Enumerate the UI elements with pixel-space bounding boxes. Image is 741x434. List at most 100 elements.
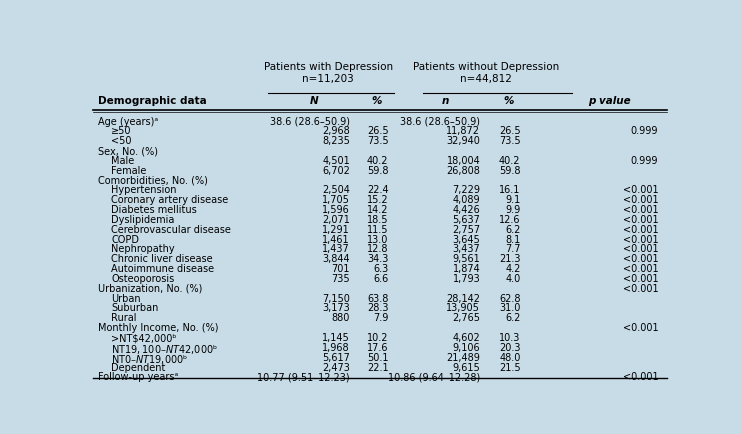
Text: 4.0: 4.0 — [505, 273, 520, 283]
Text: 16.1: 16.1 — [499, 185, 520, 195]
Text: 26.5: 26.5 — [499, 126, 520, 136]
Text: 1,874: 1,874 — [453, 263, 480, 273]
Text: 1,705: 1,705 — [322, 195, 350, 205]
Text: 4,089: 4,089 — [453, 195, 480, 205]
Text: 18.5: 18.5 — [367, 214, 388, 224]
Text: <0.001: <0.001 — [622, 214, 658, 224]
Text: Male: Male — [111, 155, 134, 165]
Text: 32,940: 32,940 — [446, 136, 480, 146]
Text: 1,437: 1,437 — [322, 244, 350, 254]
Text: p value: p value — [588, 96, 631, 106]
Text: 4,501: 4,501 — [322, 155, 350, 165]
Text: Monthly Income, No. (%): Monthly Income, No. (%) — [99, 322, 219, 332]
Text: Osteoporosis: Osteoporosis — [111, 273, 174, 283]
Text: Diabetes mellitus: Diabetes mellitus — [111, 204, 197, 214]
Text: 4.2: 4.2 — [505, 263, 520, 273]
Text: >NT$42,000ᵇ: >NT$42,000ᵇ — [111, 332, 176, 342]
Text: 22.1: 22.1 — [367, 362, 388, 372]
Text: Chronic liver disease: Chronic liver disease — [111, 254, 213, 264]
Text: %: % — [504, 96, 514, 106]
Text: 12.6: 12.6 — [499, 214, 520, 224]
Text: <0.001: <0.001 — [622, 204, 658, 214]
Text: ≥50: ≥50 — [111, 126, 131, 136]
Text: <50: <50 — [111, 136, 131, 146]
Text: 880: 880 — [331, 312, 350, 322]
Text: 21.5: 21.5 — [499, 362, 520, 372]
Text: Urban: Urban — [111, 293, 141, 303]
Text: 3,437: 3,437 — [453, 244, 480, 254]
Text: 1,793: 1,793 — [453, 273, 480, 283]
Text: 5,617: 5,617 — [322, 352, 350, 362]
Text: 34.3: 34.3 — [367, 254, 388, 264]
Text: 5,637: 5,637 — [453, 214, 480, 224]
Text: 7,150: 7,150 — [322, 293, 350, 303]
Text: 2,504: 2,504 — [322, 185, 350, 195]
Text: 9,106: 9,106 — [453, 342, 480, 352]
Text: Hypertension: Hypertension — [111, 185, 176, 195]
Text: Age (years)ᵃ: Age (years)ᵃ — [99, 116, 159, 126]
Text: 73.5: 73.5 — [367, 136, 388, 146]
Text: Female: Female — [111, 165, 147, 175]
Text: 38.6 (28.6–50.9): 38.6 (28.6–50.9) — [400, 116, 480, 126]
Text: 21,489: 21,489 — [446, 352, 480, 362]
Text: <0.001: <0.001 — [622, 254, 658, 264]
Text: Urbanization, No. (%): Urbanization, No. (%) — [99, 283, 203, 293]
Text: 735: 735 — [331, 273, 350, 283]
Text: 22.4: 22.4 — [367, 185, 388, 195]
Text: 40.2: 40.2 — [367, 155, 388, 165]
Text: 11.5: 11.5 — [367, 224, 388, 234]
Text: Patients without Depression
n=44,812: Patients without Depression n=44,812 — [413, 62, 559, 84]
Text: 62.8: 62.8 — [499, 293, 520, 303]
Text: 4,602: 4,602 — [453, 332, 480, 342]
Text: 7,229: 7,229 — [452, 185, 480, 195]
Text: <0.001: <0.001 — [622, 322, 658, 332]
Text: 13.0: 13.0 — [367, 234, 388, 244]
Text: 6.6: 6.6 — [373, 273, 388, 283]
Text: Rural: Rural — [111, 312, 136, 322]
Text: 8,235: 8,235 — [322, 136, 350, 146]
Text: 12.8: 12.8 — [367, 244, 388, 254]
Text: 10.2: 10.2 — [367, 332, 388, 342]
Text: 6.2: 6.2 — [505, 312, 520, 322]
Text: <0.001: <0.001 — [622, 224, 658, 234]
Text: 21.3: 21.3 — [499, 254, 520, 264]
Text: Dyslipidemia: Dyslipidemia — [111, 214, 174, 224]
Text: 0.999: 0.999 — [631, 155, 658, 165]
Text: 50.1: 50.1 — [367, 352, 388, 362]
Text: N: N — [310, 96, 318, 106]
Text: 2,071: 2,071 — [322, 214, 350, 224]
Text: COPD: COPD — [111, 234, 139, 244]
Text: <0.001: <0.001 — [622, 263, 658, 273]
Text: 15.2: 15.2 — [367, 195, 388, 205]
Text: 1,596: 1,596 — [322, 204, 350, 214]
Text: 6,702: 6,702 — [322, 165, 350, 175]
Text: Sex, No. (%): Sex, No. (%) — [99, 146, 159, 156]
Text: 3,645: 3,645 — [453, 234, 480, 244]
Text: <0.001: <0.001 — [622, 244, 658, 254]
Text: 1,968: 1,968 — [322, 342, 350, 352]
Text: <0.001: <0.001 — [622, 283, 658, 293]
Text: n: n — [442, 96, 450, 106]
Text: 38.6 (28.6–50.9): 38.6 (28.6–50.9) — [270, 116, 350, 126]
Text: 26.5: 26.5 — [367, 126, 388, 136]
Text: <0.001: <0.001 — [622, 185, 658, 195]
Text: 3,173: 3,173 — [322, 303, 350, 313]
Text: 2,473: 2,473 — [322, 362, 350, 372]
Text: 2,968: 2,968 — [322, 126, 350, 136]
Text: NT$19,100–NT$42,000ᵇ: NT$19,100–NT$42,000ᵇ — [111, 342, 218, 355]
Text: <0.001: <0.001 — [622, 273, 658, 283]
Text: 6.3: 6.3 — [373, 263, 388, 273]
Text: 28.3: 28.3 — [367, 303, 388, 313]
Text: 1,461: 1,461 — [322, 234, 350, 244]
Text: 8.1: 8.1 — [505, 234, 520, 244]
Text: 9.9: 9.9 — [505, 204, 520, 214]
Text: Cerebrovascular disease: Cerebrovascular disease — [111, 224, 231, 234]
Text: 73.5: 73.5 — [499, 136, 520, 146]
Text: 3,844: 3,844 — [322, 254, 350, 264]
Text: %: % — [372, 96, 382, 106]
Text: 9,615: 9,615 — [453, 362, 480, 372]
Text: Dependent: Dependent — [111, 362, 165, 372]
Text: 14.2: 14.2 — [367, 204, 388, 214]
Text: 11,872: 11,872 — [446, 126, 480, 136]
Text: Coronary artery disease: Coronary artery disease — [111, 195, 228, 205]
